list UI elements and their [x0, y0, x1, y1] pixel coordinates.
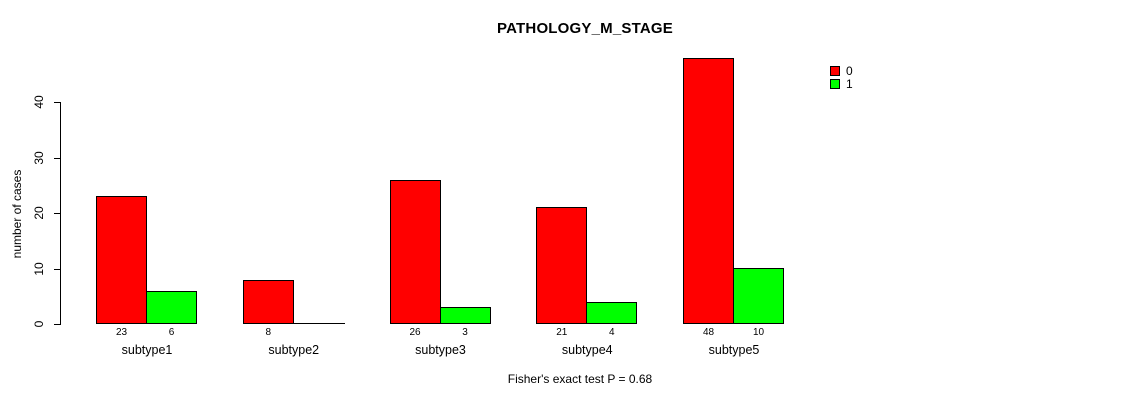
y-axis-tick-label: 10 — [32, 261, 46, 276]
bar-count-label: 23 — [115, 327, 128, 338]
bar-1-subtype3 — [439, 307, 491, 324]
y-axis-tick — [54, 213, 60, 214]
bar-0-subtype4 — [536, 207, 588, 324]
y-axis-tick-label: 0 — [32, 320, 46, 328]
bar-1-subtype4 — [586, 302, 638, 324]
y-axis-tick-label: 20 — [32, 206, 46, 220]
category-label-subtype2: subtype2 — [268, 343, 320, 357]
category-label-subtype4: subtype4 — [561, 343, 613, 357]
legend-swatch-icon — [830, 79, 840, 89]
bar-count-label: 26 — [409, 327, 421, 338]
bar-1-subtype2-zero — [292, 323, 345, 324]
bar-1-subtype1 — [146, 291, 197, 324]
stat-annotation: Fisher's exact test P = 0.68 — [507, 372, 653, 386]
category-label-subtype5: subtype5 — [708, 343, 760, 357]
legend-label: 1 — [846, 77, 853, 91]
y-axis-tick — [54, 268, 60, 270]
legend-swatch-icon — [830, 66, 840, 76]
legend-entry-1: 1 — [830, 78, 853, 90]
category-label-subtype1: subtype1 — [121, 343, 173, 357]
bar-count-label: 21 — [556, 327, 568, 338]
bar-count-label: 3 — [462, 327, 468, 338]
y-axis-line — [60, 102, 61, 325]
bar-0-subtype2 — [242, 280, 294, 324]
y-axis-tick-label: 40 — [32, 95, 46, 109]
category-label-subtype3: subtype3 — [415, 343, 466, 357]
y-axis-tick — [54, 324, 60, 325]
y-axis-tick-label: 30 — [32, 150, 46, 165]
bar-count-label: 4 — [608, 327, 615, 338]
bar-count-label: 10 — [752, 327, 765, 338]
bar-1-subtype5 — [733, 268, 784, 324]
legend-label: 0 — [846, 64, 853, 78]
chart-title: PATHOLOGY_M_STAGE — [497, 20, 673, 37]
bar-count-label: 8 — [265, 327, 272, 338]
legend-entry-0: 0 — [830, 65, 853, 77]
y-axis-tick — [54, 102, 60, 103]
bar-0-subtype1 — [96, 196, 147, 324]
bar-0-subtype5 — [683, 58, 734, 324]
bar-count-label: 6 — [168, 327, 175, 338]
y-axis-title: number of cases — [10, 169, 24, 259]
y-axis-tick — [54, 157, 60, 159]
bar-0-subtype3 — [389, 180, 441, 324]
bar-count-label: 48 — [702, 327, 715, 338]
